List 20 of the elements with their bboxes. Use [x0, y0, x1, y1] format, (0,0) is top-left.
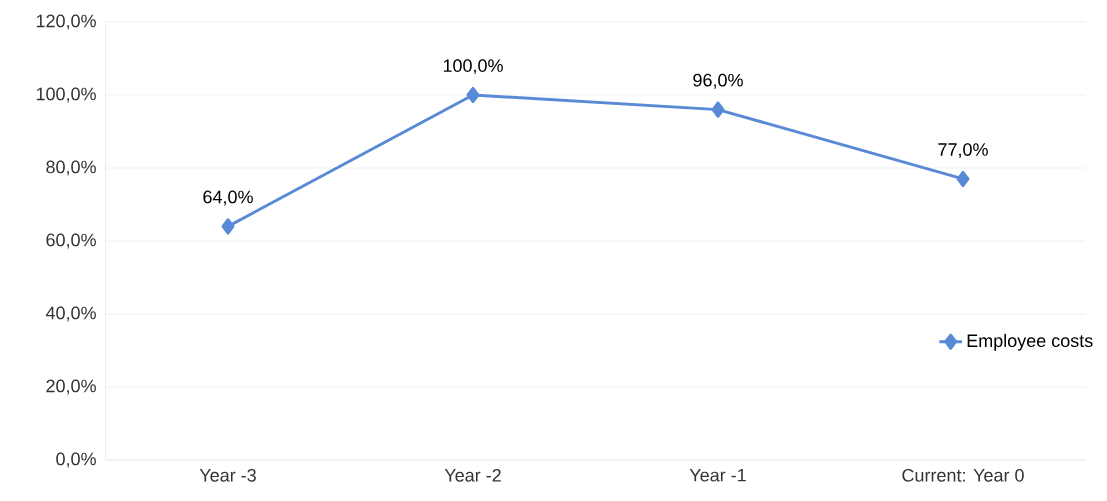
- data-label: 100,0%: [443, 59, 503, 75]
- y-tick-label: 20,0%: [46, 379, 96, 395]
- y-tick-label: 100,0%: [36, 87, 96, 103]
- x-tick-label: Year -2: [444, 468, 501, 482]
- y-tick-label: 0,0%: [56, 452, 96, 468]
- y-tick-label: 60,0%: [46, 233, 96, 249]
- y-tick-label: 40,0%: [45, 306, 96, 322]
- point: [466, 86, 480, 104]
- point: [221, 218, 235, 235]
- y-tick-label: 80,0%: [46, 160, 96, 176]
- x-tick-label: Year -3: [199, 468, 256, 482]
- x-tick-label: Year -1: [689, 468, 746, 482]
- legend-label: Employee costs: [967, 333, 1093, 351]
- y-tick-label: 120,0%: [36, 14, 96, 30]
- data-label: 77,0%: [938, 143, 988, 159]
- point: [956, 170, 970, 188]
- x-tick-label: Current: Year 0: [902, 468, 1024, 482]
- point: [711, 101, 725, 118]
- data-label: 64,0%: [203, 190, 253, 206]
- data-label: 96,0%: [693, 73, 743, 89]
